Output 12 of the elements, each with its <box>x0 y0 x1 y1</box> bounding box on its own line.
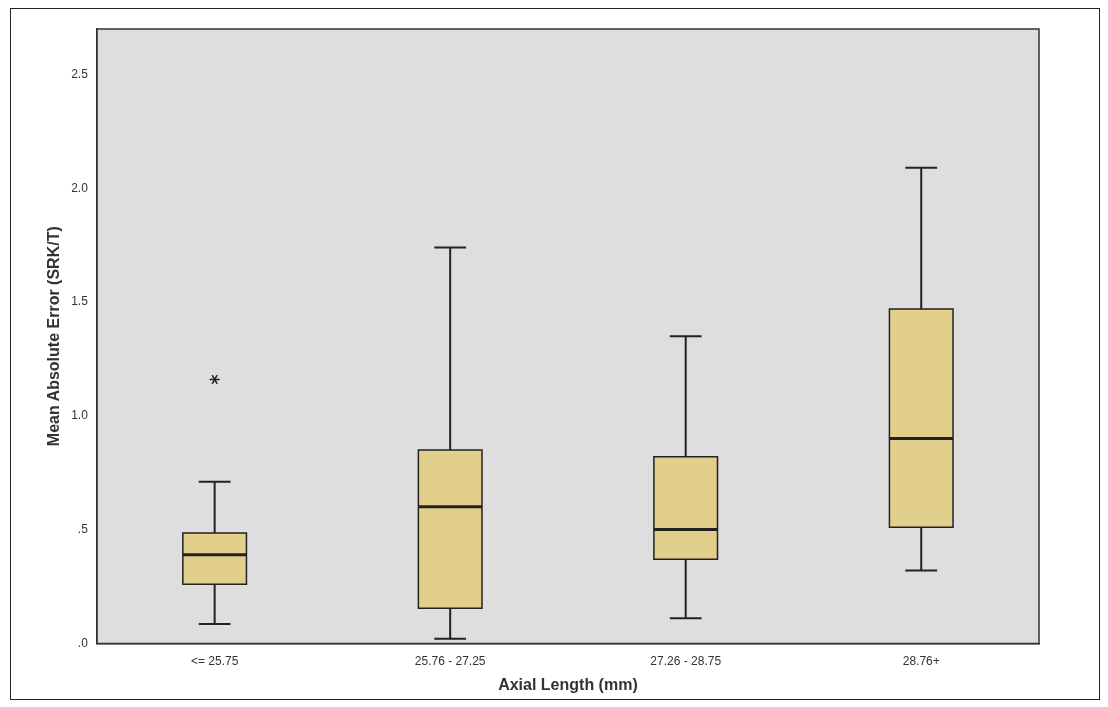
x-axis-title: Axial Length (mm) <box>498 675 638 693</box>
y-tick-label: 1.5 <box>71 294 89 309</box>
y-axis-title: Mean Absolute Error (SRK/T) <box>45 226 63 447</box>
x-tick-label: 27.26 - 28.75 <box>650 653 722 668</box>
y-tick-label: 2.5 <box>71 66 89 81</box>
x-tick-label: <= 25.75 <box>190 653 239 668</box>
y-tick-label: .5 <box>77 521 89 536</box>
x-tick-label: 25.76 - 27.25 <box>414 653 486 668</box>
y-tick-label: 2.0 <box>71 180 89 195</box>
y-tick-label: .0 <box>77 635 89 650</box>
y-tick-label: 1.0 <box>71 408 89 423</box>
x-tick-label: 28.76+ <box>902 653 940 668</box>
